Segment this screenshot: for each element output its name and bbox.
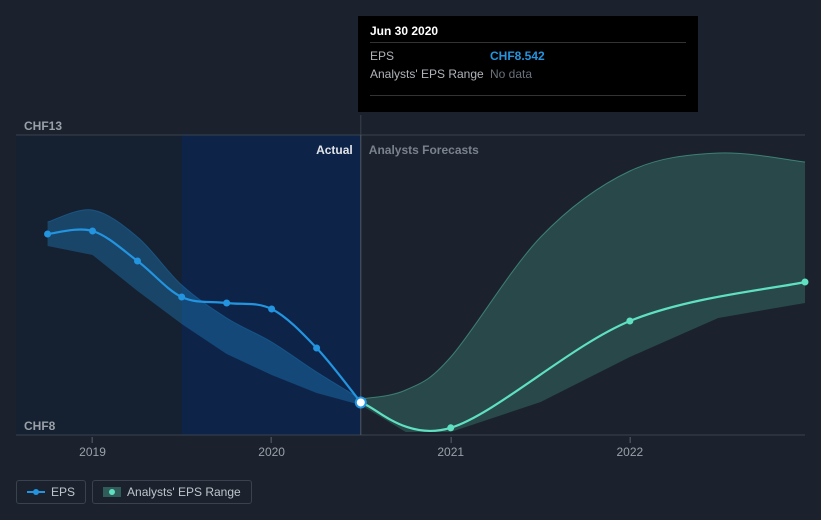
- xaxis-tick: 2021: [437, 437, 464, 459]
- tooltip-divider: [370, 95, 686, 96]
- tooltip-range-value: No data: [490, 65, 686, 83]
- tooltip-range-label: Analysts' EPS Range: [370, 65, 490, 83]
- region-label-forecast: Analysts Forecasts: [369, 143, 479, 157]
- yaxis-min-label: CHF8: [24, 419, 55, 433]
- chart-legend: EPS Analysts' EPS Range: [16, 480, 252, 504]
- tooltip-table: EPS CHF8.542 Analysts' EPS Range No data: [370, 47, 686, 83]
- legend-swatch-eps: [27, 491, 45, 493]
- tooltip-date: Jun 30 2020: [370, 24, 686, 43]
- region-label-actual: Actual: [316, 143, 353, 157]
- eps-forecast-chart: CHF13 CHF8 Actual Analysts Forecasts 201…: [0, 0, 821, 520]
- xaxis-tick: 2022: [616, 437, 643, 459]
- xaxis-tick: 2020: [258, 437, 285, 459]
- chart-tooltip: Jun 30 2020 EPS CHF8.542 Analysts' EPS R…: [358, 16, 698, 112]
- legend-item-range[interactable]: Analysts' EPS Range: [92, 480, 252, 504]
- yaxis-max-label: CHF13: [24, 119, 62, 133]
- tooltip-eps-value: CHF8.542: [490, 47, 686, 65]
- xaxis-tick: 2019: [79, 437, 106, 459]
- legend-item-eps[interactable]: EPS: [16, 480, 86, 504]
- tooltip-row-eps: EPS CHF8.542: [370, 47, 686, 65]
- legend-swatch-range: [103, 487, 121, 497]
- tooltip-eps-label: EPS: [370, 47, 490, 65]
- legend-label-eps: EPS: [51, 485, 75, 499]
- legend-label-range: Analysts' EPS Range: [127, 485, 241, 499]
- tooltip-row-range: Analysts' EPS Range No data: [370, 65, 686, 83]
